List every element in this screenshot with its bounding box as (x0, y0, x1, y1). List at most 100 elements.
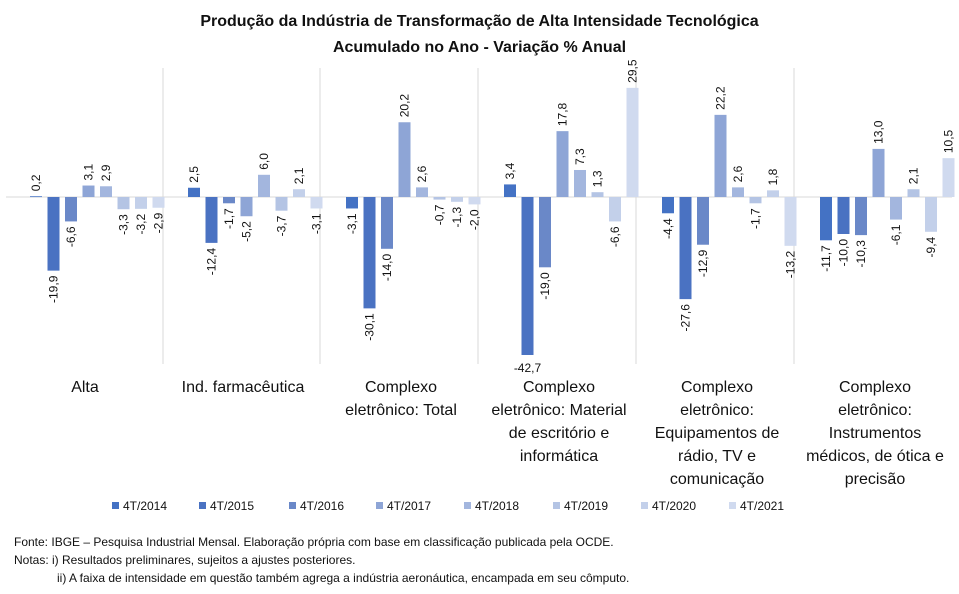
bar (749, 197, 762, 204)
data-label: -19,0 (538, 272, 552, 300)
legend-swatch (641, 502, 648, 509)
category-label: Complexo (365, 379, 437, 396)
data-label: -3,1 (310, 213, 324, 234)
bar (855, 197, 867, 236)
data-label: 10,5 (942, 129, 956, 153)
bar (82, 185, 95, 197)
data-label: 20,2 (398, 94, 412, 118)
data-label: 22,2 (714, 86, 728, 110)
data-label: -3,7 (275, 215, 289, 236)
data-label: -42,7 (514, 361, 542, 375)
legend-label: 4T/2015 (210, 499, 254, 513)
data-label: -3,2 (134, 214, 148, 235)
category-label: comunicação (670, 471, 764, 488)
note-aeronautics: ii) A faixa de intensidade em questão ta… (57, 571, 630, 585)
bar (837, 197, 850, 234)
data-label: -6,6 (64, 226, 78, 247)
bar (504, 184, 516, 197)
data-label: -1,7 (222, 208, 236, 229)
data-label: 6,0 (257, 153, 271, 170)
bar (117, 197, 130, 210)
bar (539, 197, 551, 268)
legend-swatch (553, 502, 560, 509)
data-label: -12,4 (205, 248, 219, 276)
data-label: -1,7 (749, 208, 763, 229)
legend-label: 4T/2019 (564, 499, 608, 513)
data-label: -14,0 (380, 253, 394, 281)
bar (188, 187, 200, 197)
legend-swatch (376, 502, 383, 509)
bar (697, 197, 709, 245)
category-label: médicos, de ótica e (806, 448, 944, 465)
category-label: Complexo (681, 379, 753, 396)
bar (925, 197, 937, 232)
bar (152, 197, 165, 208)
category-label: Alta (71, 379, 99, 396)
bar (310, 197, 323, 209)
bar (609, 197, 621, 222)
category-label: rádio, TV e (678, 448, 756, 465)
data-label: 2,9 (99, 164, 113, 181)
data-label: 2,5 (187, 166, 201, 183)
bar (381, 197, 393, 249)
data-label: -19,9 (47, 275, 61, 303)
category-label: Complexo (839, 379, 911, 396)
category-label: Equipamentos de (655, 425, 780, 442)
source-note: Fonte: IBGE – Pesquisa Industrial Mensal… (14, 535, 614, 549)
bar (872, 148, 885, 197)
category-label: de escritório e (509, 425, 610, 442)
legend-label: 4T/2018 (475, 499, 519, 513)
bar (662, 197, 674, 214)
bar (398, 122, 411, 197)
footnotes: Fonte: IBGE – Pesquisa Industrial Mensal… (14, 533, 944, 587)
bar (240, 197, 253, 217)
data-label: -10,0 (837, 239, 851, 267)
category-label: Instrumentos (829, 425, 921, 442)
note-preliminary: Notas: i) Resultados preliminares, sujei… (14, 553, 356, 567)
chart-title: Produção da Indústria de Transformação d… (200, 13, 758, 30)
bar (732, 187, 744, 197)
bar (275, 197, 288, 211)
data-label: -4,4 (661, 218, 675, 239)
legend-swatch (464, 502, 471, 509)
bar (942, 158, 955, 197)
bar (30, 196, 42, 198)
bar (205, 197, 218, 243)
data-label: -13,2 (784, 251, 798, 279)
legend-label: 4T/2021 (740, 499, 784, 513)
category-label: Ind. farmacêutica (182, 379, 305, 396)
bar (451, 197, 463, 202)
data-label: -3,3 (117, 214, 131, 235)
bar (574, 169, 586, 197)
bar (100, 186, 112, 197)
data-label: 2,6 (731, 165, 745, 182)
data-label: 1,8 (766, 168, 780, 185)
data-label: -6,1 (889, 224, 903, 245)
data-label: -11,7 (819, 245, 833, 272)
bar (679, 197, 692, 300)
data-label: 1,3 (591, 170, 605, 187)
bar (223, 197, 235, 204)
bar (907, 189, 920, 197)
legend-label: 4T/2020 (652, 499, 696, 513)
category-label: precisão (845, 471, 906, 488)
data-label: -3,1 (345, 213, 359, 234)
data-label: 3,4 (503, 162, 517, 179)
bar (258, 174, 270, 197)
data-label: 17,8 (556, 102, 570, 126)
legend-swatch (112, 502, 119, 509)
chart-subtitle: Acumulado no Ano - Variação % Anual (333, 39, 626, 56)
bar (820, 197, 832, 241)
legend-swatch (289, 502, 296, 509)
category-label: eletrônico: Total (345, 402, 457, 419)
bar (135, 197, 147, 209)
legend-label: 4T/2014 (123, 499, 167, 513)
data-label: -6,6 (608, 226, 622, 247)
legend-swatch (729, 502, 736, 509)
bar (293, 189, 305, 197)
bar (363, 197, 376, 309)
data-label: 2,1 (907, 167, 921, 184)
data-label: 29,5 (626, 59, 640, 83)
data-label: 2,1 (292, 167, 306, 184)
data-label: -0,7 (433, 204, 447, 225)
